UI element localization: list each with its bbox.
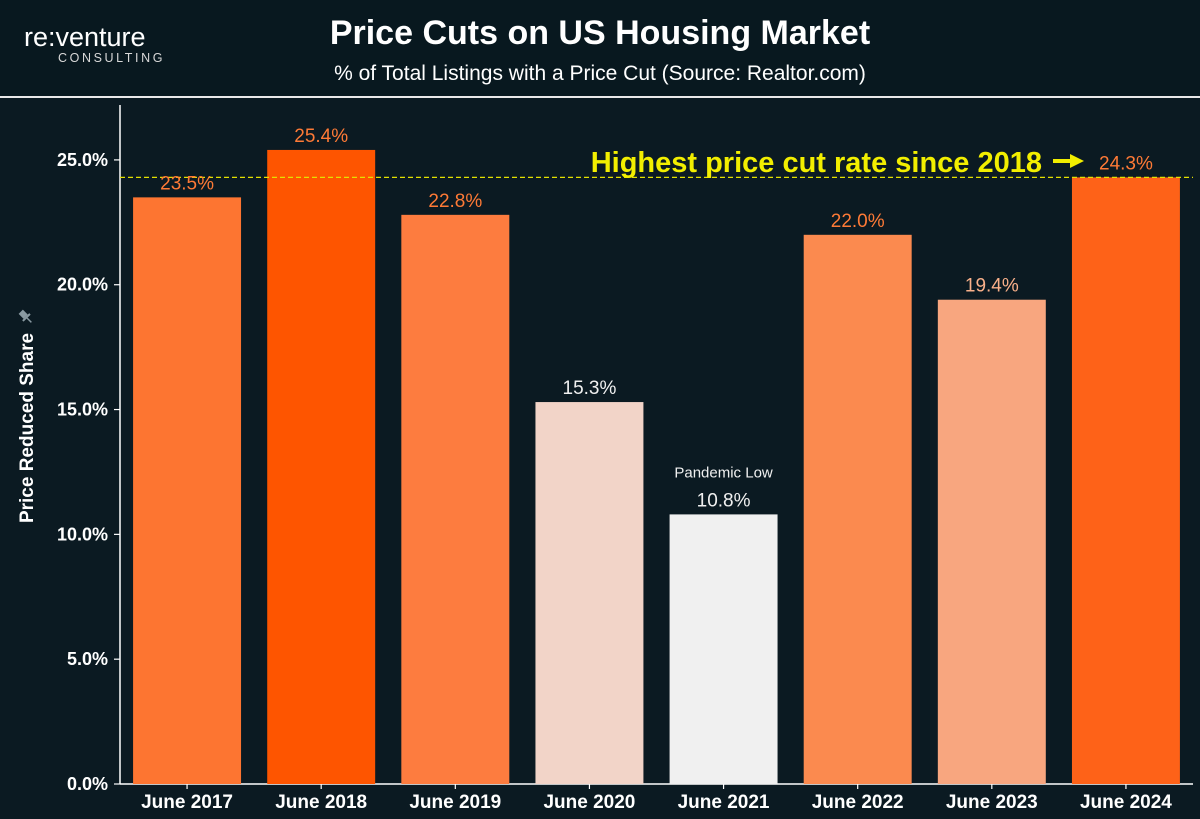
data-label: 24.3%: [1099, 153, 1153, 174]
logo: re:venture CONSULTING: [24, 22, 165, 65]
annotation-text: Highest price cut rate since 2018: [591, 147, 1042, 179]
y-tick-label: 10.0%: [57, 524, 108, 544]
y-tick-label: 0.0%: [67, 774, 108, 794]
x-tick-label: June 2021: [678, 792, 770, 813]
x-tick-label: June 2023: [946, 792, 1038, 813]
y-axis-title: Price Reduced Share: [17, 333, 38, 523]
header-band: [0, 0, 1200, 96]
y-tick-label: 5.0%: [67, 649, 108, 669]
x-tick-label: June 2018: [275, 792, 367, 813]
data-label: 23.5%: [160, 173, 214, 194]
x-tick-label: June 2020: [543, 792, 635, 813]
plot-area: 0.0% 5.0% 10.0% 15.0% 20.0% 25.0% June 2017 Jun…: [57, 105, 1193, 813]
bar: [535, 402, 644, 784]
x-tick-label: June 2024: [1080, 792, 1172, 813]
x-tick-label: June 2019: [409, 792, 501, 813]
bar: [669, 514, 778, 784]
bar: [803, 234, 912, 784]
data-label: 25.4%: [294, 126, 348, 147]
bar: [937, 299, 1046, 784]
data-label: 19.4%: [965, 276, 1019, 297]
chart-title: Price Cuts on US Housing Market: [330, 14, 870, 52]
bar: [133, 197, 242, 785]
logo-main-text: re:venture: [24, 22, 146, 52]
bar: [401, 214, 510, 784]
annotation-text: Pandemic Low: [674, 464, 773, 481]
data-label: 22.0%: [831, 211, 885, 232]
y-tick-label: 20.0%: [57, 275, 108, 295]
x-tick-label: June 2022: [812, 792, 904, 813]
y-tick-label: 25.0%: [57, 150, 108, 170]
y-tick-label: 15.0%: [57, 400, 108, 420]
bar: [267, 149, 376, 784]
data-label: 10.8%: [697, 490, 751, 511]
data-label: 15.3%: [563, 378, 617, 399]
arrow-right-icon: [1053, 154, 1084, 168]
pin-icon: [18, 309, 32, 323]
x-tick-label: June 2017: [141, 792, 233, 813]
bar: [1071, 177, 1180, 785]
data-label: 22.8%: [428, 191, 482, 212]
logo-sub-text: CONSULTING: [58, 51, 165, 65]
chart-subtitle: % of Total Listings with a Price Cut (So…: [334, 62, 866, 85]
